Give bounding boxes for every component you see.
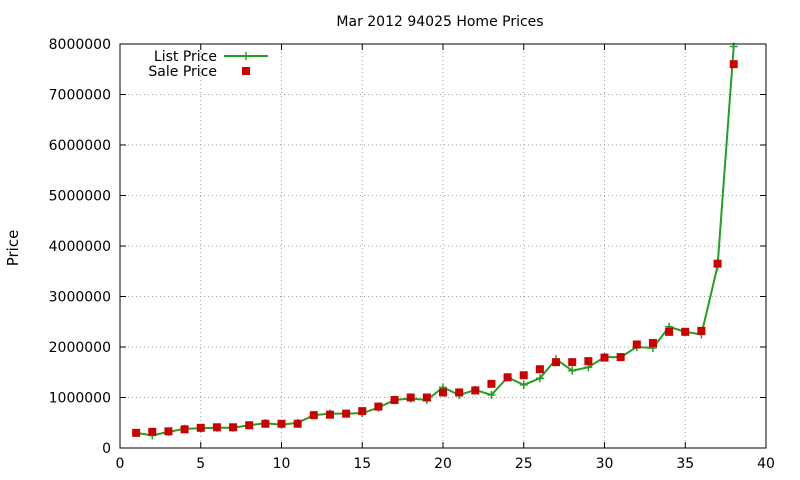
sale-price-point (342, 409, 351, 418)
list-price-point (568, 366, 577, 375)
sale-price-point (309, 411, 318, 420)
sale-price-point (681, 327, 690, 336)
axis-ticks: 0 1000000 2000000 3000000 4000000 5000000 6000… (49, 37, 775, 472)
sale-price-point (503, 373, 512, 382)
x-tick-label: 40 (757, 456, 775, 472)
y-tick-label: 5000000 (49, 189, 111, 205)
legend-marker-list-price (242, 52, 250, 60)
y-axis-label: Price (4, 230, 22, 267)
y-tick-label: 1000000 (49, 391, 111, 407)
sale-price-point (648, 338, 657, 347)
y-tick-label: 6000000 (49, 138, 111, 154)
sale-price-point (422, 393, 431, 402)
sale-price-point (164, 427, 173, 436)
sale-price-point (729, 60, 738, 69)
sale-price-point (196, 423, 205, 432)
sale-price-point (713, 259, 722, 268)
sale-price-point (261, 419, 270, 428)
list-price-point (519, 380, 528, 389)
y-tick-label: 3000000 (49, 290, 111, 306)
sale-price-point (212, 423, 221, 432)
y-tick-label: 4000000 (49, 239, 111, 255)
sale-price-point (584, 357, 593, 366)
x-tick-label: 25 (515, 456, 533, 472)
sale-price-point (519, 371, 528, 380)
sale-price-point (132, 428, 141, 437)
sale-price-point (180, 425, 189, 434)
x-tick-label: 20 (434, 456, 452, 472)
x-tick-label: 5 (196, 456, 205, 472)
list-price-line (135, 46, 735, 437)
list-price-point (535, 374, 544, 383)
grid-lines (120, 44, 766, 448)
sale-price-point (229, 423, 238, 432)
legend-label-sale-price: Sale Price (148, 64, 217, 80)
legend-label-list-price: List Price (154, 49, 217, 65)
sale-price-point (374, 402, 383, 411)
sale-price-point (568, 358, 577, 367)
sale-price-point (665, 327, 674, 336)
sale-price-point (325, 410, 334, 419)
sale-price-point (293, 419, 302, 428)
plot-frame (119, 43, 767, 449)
sale-price-point (697, 326, 706, 335)
sale-price-point (245, 421, 254, 430)
sale-price-point (552, 358, 561, 367)
sale-price-point (455, 388, 464, 397)
y-tick-label: 7000000 (49, 88, 111, 104)
chart-title: Mar 2012 94025 Home Prices (336, 14, 543, 30)
data-series (132, 42, 738, 440)
sale-price-point (600, 353, 609, 362)
list-price-point (487, 390, 496, 399)
x-tick-label: 30 (596, 456, 614, 472)
sale-price-point (471, 386, 480, 395)
sale-price-point (358, 407, 367, 416)
sale-price-point (616, 353, 625, 362)
sale-price-point (535, 365, 544, 374)
sale-price-point (148, 427, 157, 436)
sale-price-point (277, 419, 286, 428)
sale-price-point (632, 340, 641, 349)
x-tick-label: 15 (353, 456, 371, 472)
x-tick-label: 10 (273, 456, 291, 472)
x-tick-label: 0 (116, 456, 125, 472)
y-tick-label: 2000000 (49, 340, 111, 356)
sale-price-point (487, 379, 496, 388)
sale-price-point (390, 396, 399, 405)
legend-marker-sale-price (242, 67, 250, 75)
y-tick-label: 0 (102, 441, 111, 457)
sale-price-point (406, 393, 415, 402)
sale-price-point (439, 388, 447, 397)
x-tick-label: 35 (676, 456, 694, 472)
y-tick-label: 8000000 (49, 37, 111, 53)
